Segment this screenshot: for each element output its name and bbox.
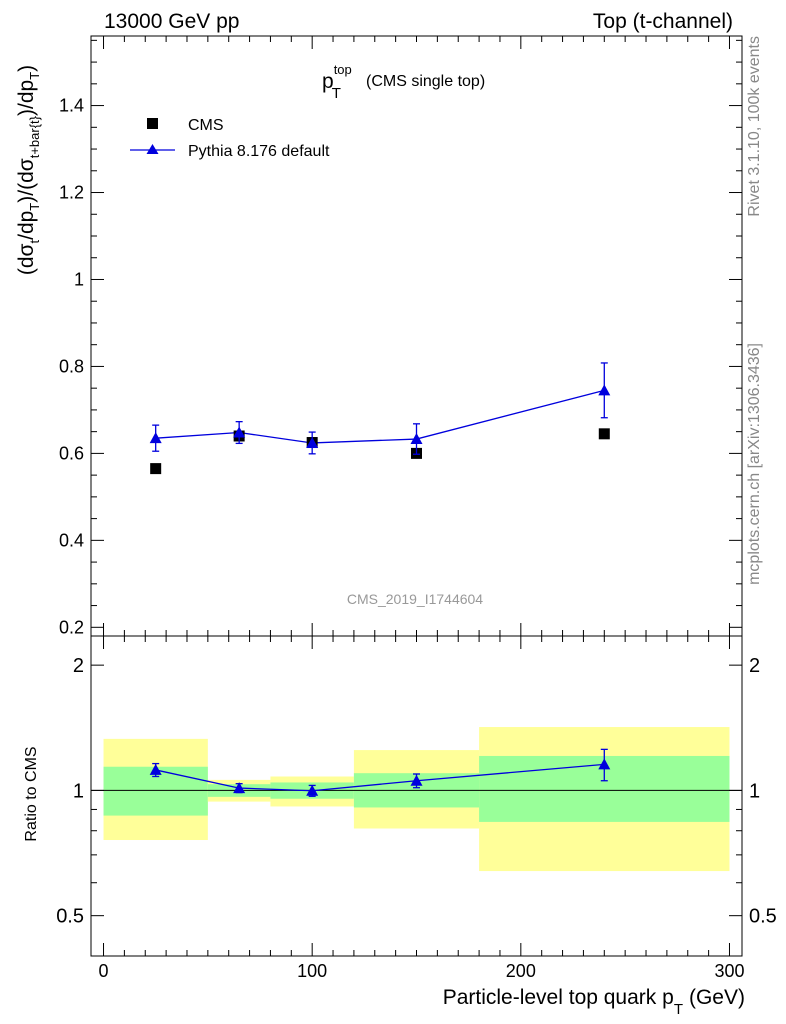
ratio-mc-point xyxy=(410,774,423,786)
x-tick-label: 200 xyxy=(506,961,536,981)
data-point xyxy=(150,463,162,475)
ratio-y-axis-label: Ratio to CMS xyxy=(23,746,40,841)
ratio-panel-axes: 0 100 200 300 0.5 0.5 1 1 2 2 xyxy=(56,635,777,981)
header-left: 13000 GeV pp xyxy=(104,10,239,33)
main-panel-marks xyxy=(149,362,611,475)
watermark: CMS_2019_I1744604 xyxy=(347,591,483,607)
main-y-tick-label: 1 xyxy=(74,269,84,289)
x-tick-label: 100 xyxy=(297,961,327,981)
ratio-mc-point xyxy=(149,763,162,775)
ratio-y-tick-label: 2 xyxy=(73,655,84,677)
mc-point xyxy=(233,426,246,438)
ratio-mc-point xyxy=(598,758,611,770)
main-y-tick-label: 0.4 xyxy=(59,530,84,550)
mc-point xyxy=(149,432,162,444)
legend-data-label: CMS xyxy=(188,117,224,134)
legend-data-marker xyxy=(147,118,158,129)
mc-point xyxy=(410,433,423,445)
ratio-mc-point xyxy=(306,784,319,796)
ratio-uncertainty-bands xyxy=(103,727,730,872)
main-panel-axes: 0.2 0.4 0.6 0.8 1 1.2 1.4 xyxy=(59,35,743,637)
data-point xyxy=(598,428,610,440)
plot-title-suffix: (CMS single top) xyxy=(366,73,485,90)
plot-title: ptop T xyxy=(322,62,352,102)
ratio-y-tick-label: 1 xyxy=(73,780,84,802)
x-axis-label: Particle-level top quark pT(GeV) xyxy=(443,986,745,1018)
main-y-tick-label: 0.2 xyxy=(59,617,84,637)
main-y-tick-label: 0.6 xyxy=(59,443,84,463)
side-text-bottom: mcplots.cern.ch [arXiv:1306.3436] xyxy=(746,343,763,585)
x-tick-label: 300 xyxy=(714,961,744,981)
mc-point xyxy=(306,436,319,448)
header-right: Top (t-channel) xyxy=(593,10,733,33)
main-y-tick-label: 0.8 xyxy=(59,356,84,376)
mc-series-line xyxy=(155,389,605,444)
main-y-axis-label: (dσt/dpT)/(dσt+bar{t})/dpT) xyxy=(15,65,42,275)
side-text-top: Rivet 3.1.10, 100k events xyxy=(746,36,763,217)
main-y-tick-label: 1.4 xyxy=(59,96,84,116)
ratio-mc-point xyxy=(233,782,246,794)
mc-point xyxy=(598,384,611,396)
x-tick-label: 0 xyxy=(99,961,109,981)
ratio-y-tick-label: 1 xyxy=(749,780,760,802)
legend-mc-marker xyxy=(146,144,159,154)
ratio-y-tick-label: 0.5 xyxy=(749,906,777,928)
legend-mc-label: Pythia 8.176 default xyxy=(188,143,330,160)
ratio-y-tick-label: 2 xyxy=(749,655,760,677)
ratio-panel-marks xyxy=(149,748,611,797)
ratio-y-tick-label: 0.5 xyxy=(56,906,84,928)
main-y-tick-label: 1.2 xyxy=(59,183,84,203)
